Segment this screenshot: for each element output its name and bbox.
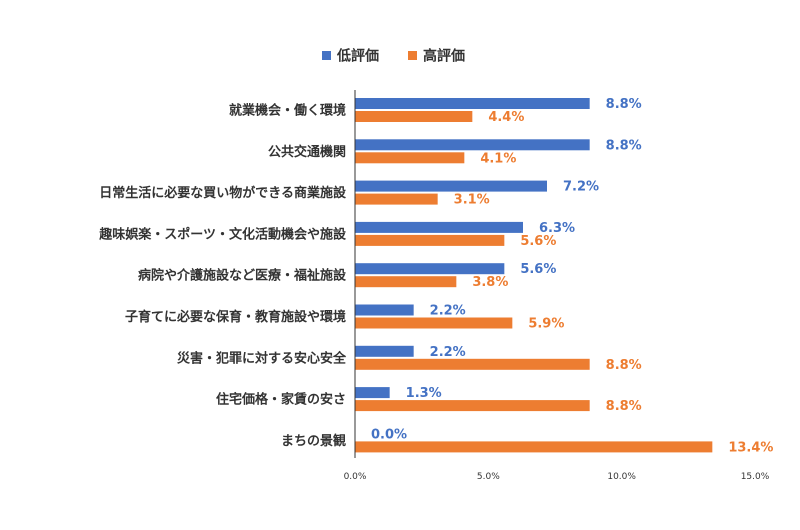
category-label: 公共交通機関 (268, 144, 346, 160)
data-label-low: 5.6% (520, 262, 556, 277)
category-label: 災害・犯罪に対する安心安全 (177, 350, 347, 366)
data-label-low: 1.3% (406, 386, 442, 401)
legend-swatch-1 (408, 51, 417, 60)
bar-low (355, 221, 523, 233)
bar-high (355, 317, 513, 329)
legend-swatch-0 (322, 51, 331, 60)
data-label-high: 5.6% (520, 234, 556, 249)
bar-high (355, 193, 438, 205)
category-label: まちの景観 (281, 433, 346, 449)
data-label-high: 4.4% (488, 110, 524, 125)
bar-high (355, 111, 473, 122)
data-label-high: 3.8% (472, 275, 508, 290)
data-label-high: 8.8% (606, 399, 642, 414)
bar-low (355, 98, 590, 109)
data-label-low: 2.2% (430, 304, 466, 319)
data-label-high: 4.1% (480, 151, 516, 166)
data-label-high: 13.4% (728, 440, 773, 455)
bar-high (355, 152, 465, 164)
data-label-low: 6.3% (539, 221, 575, 236)
bar-low (355, 139, 590, 151)
category-label: 子育てに必要な保育・教育施設や環境 (125, 309, 346, 325)
x-tick-label: 15.0% (741, 472, 770, 482)
data-label-low: 8.8% (606, 97, 642, 112)
legend-label-1: 高評価 (423, 48, 465, 65)
category-label: 病院や介護施設など医療・福祉施設 (138, 268, 347, 284)
bar-low (355, 304, 414, 316)
value-labels: 8.8%4.4%8.8%4.1%7.2%3.1%6.3%5.6%5.6%3.8%… (371, 97, 773, 455)
category-label: 住宅価格・家賃の安さ (216, 392, 346, 408)
data-label-high: 5.9% (528, 317, 564, 332)
bar-low (355, 387, 390, 399)
data-label-high: 8.8% (606, 358, 642, 373)
category-label: 日常生活に必要な買い物ができる商業施設 (99, 185, 347, 201)
bar-low (355, 263, 505, 275)
data-label-low: 2.2% (430, 345, 466, 360)
bar-high (355, 400, 590, 412)
bar-low (355, 345, 414, 357)
x-tick-label: 0.0% (344, 472, 367, 482)
category-label: 就業機会・働く環境 (229, 103, 346, 119)
data-label-high: 3.1% (454, 193, 490, 208)
data-label-low: 0.0% (371, 427, 407, 442)
data-label-low: 7.2% (563, 180, 599, 195)
legend-label-0: 低評価 (336, 48, 379, 65)
bar-high (355, 276, 457, 288)
x-tick-label: 10.0% (607, 472, 636, 482)
bar-high (355, 358, 590, 370)
category-label: 趣味娯楽・スポーツ・文化活動機会や施設 (98, 226, 347, 242)
data-label-low: 8.8% (606, 138, 642, 153)
x-tick-labels: 0.0% 5.0% 10.0% 15.0% (344, 472, 770, 482)
bars (355, 98, 713, 453)
category-labels: 就業機会・働く環境公共交通機関日常生活に必要な買い物ができる商業施設趣味娯楽・ス… (98, 103, 347, 449)
bar-high (355, 441, 713, 453)
bar-low (355, 180, 547, 192)
legend: 低評価 高評価 (322, 48, 465, 65)
bar-high (355, 234, 505, 246)
x-tick-label: 5.0% (477, 472, 500, 482)
